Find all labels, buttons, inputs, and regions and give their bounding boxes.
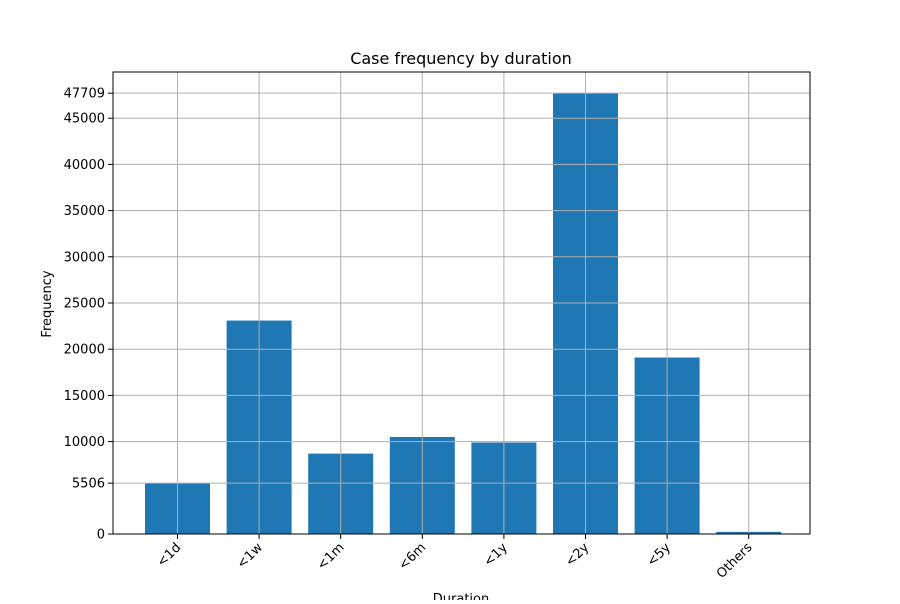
y-tick-label: 20000 [64, 343, 105, 358]
x-axis-ticks: <1d <1w <1m <6m <1y <2y <5y Others [154, 534, 756, 582]
y-tick-label: 47709 [64, 87, 105, 102]
y-tick-label: 35000 [64, 204, 105, 219]
bars [145, 93, 782, 535]
x-tick-label: Others [714, 540, 756, 582]
x-tick-label: <1d [154, 540, 184, 570]
chart-title: Case frequency by duration [350, 49, 572, 68]
x-tick-label: <5y [644, 540, 674, 570]
y-tick-label: 25000 [64, 297, 105, 312]
y-tick-label: 0 [97, 528, 105, 543]
y-tick-label: 15000 [64, 389, 105, 404]
grid-lines [113, 72, 810, 535]
x-tick-label: <1w [234, 540, 266, 572]
y-tick-label: 40000 [64, 158, 105, 173]
x-tick-label: <2y [563, 540, 593, 570]
y-axis-label: Frequency [40, 270, 55, 337]
x-tick-label: <6m [396, 540, 429, 573]
y-tick-label: 45000 [64, 112, 105, 127]
y-tick-label: 30000 [64, 250, 105, 265]
y-axis-ticks: 0 5506 10000 15000 20000 25000 30000 35000 40000… [64, 87, 113, 543]
x-tick-label: <1y [481, 540, 511, 570]
x-tick-label: <1m [314, 540, 347, 573]
y-tick-label: 10000 [64, 435, 105, 450]
x-axis-label: Duration [433, 592, 489, 600]
y-tick-label: 5506 [72, 477, 105, 492]
